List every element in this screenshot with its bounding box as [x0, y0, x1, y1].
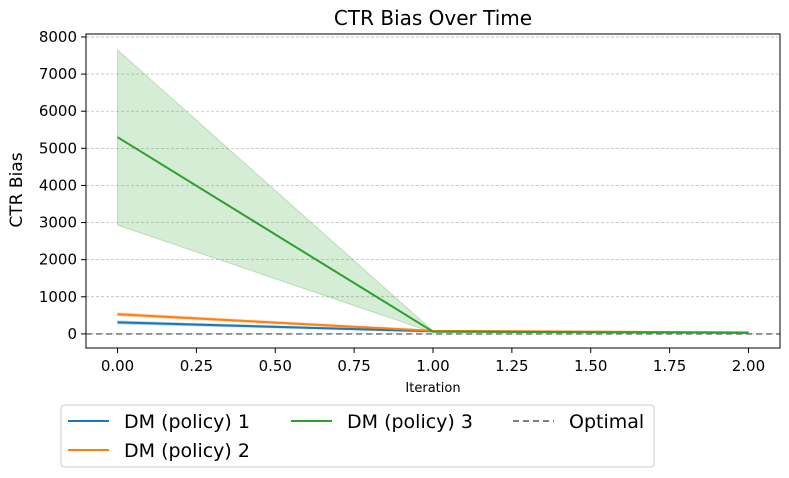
grid-lines: [86, 36, 780, 335]
legend: DM (policy) 1 DM (policy) 3 Optimal DM (pol…: [60, 404, 655, 468]
line-series-3: [117, 136, 749, 334]
y-axis-ticks: 0 1000 2000 3000 4000 5000 6000 7000 8000: [39, 28, 86, 343]
y-axis-label: CTR Bias: [7, 152, 27, 227]
x-tick-label: 1.50: [574, 357, 607, 375]
y-tick-label: 5000: [39, 139, 77, 157]
chart-title: CTR Bias Over Time: [334, 6, 532, 30]
x-tick-label: 0.75: [337, 357, 370, 375]
band-series-3: [117, 48, 749, 334]
x-tick-label: 0.50: [259, 357, 292, 375]
band-series-2: [117, 312, 749, 334]
y-tick-label: 4000: [39, 176, 77, 194]
confidence-bands: [117, 48, 749, 334]
legend-label: DM (policy) 1: [124, 411, 250, 433]
y-tick-label: 6000: [39, 102, 77, 120]
x-tick-label: 0.25: [180, 357, 213, 375]
x-tick-label: 0.00: [101, 357, 134, 375]
x-axis-label: Iteration: [405, 381, 460, 396]
y-tick-label: 1000: [39, 288, 77, 306]
x-axis-ticks: 0.00 0.25 0.50 0.75 1.00 1.25 1.50 1.75 2.00: [101, 348, 765, 375]
x-tick-label: 1.25: [495, 357, 528, 375]
x-tick-label: 1.75: [653, 357, 686, 375]
y-tick-label: 8000: [39, 28, 77, 46]
legend-label: Optimal: [569, 411, 644, 433]
series-lines: [117, 136, 749, 334]
y-tick-label: 2000: [39, 251, 77, 269]
y-tick-label: 0: [67, 325, 77, 343]
legend-label: DM (policy) 2: [124, 440, 250, 462]
legend-label: DM (policy) 3: [347, 411, 473, 433]
legend-box: [60, 404, 655, 468]
y-tick-label: 3000: [39, 214, 77, 232]
x-tick-label: 2.00: [732, 357, 765, 375]
y-tick-label: 7000: [39, 65, 77, 83]
x-tick-label: 1.00: [416, 357, 449, 375]
